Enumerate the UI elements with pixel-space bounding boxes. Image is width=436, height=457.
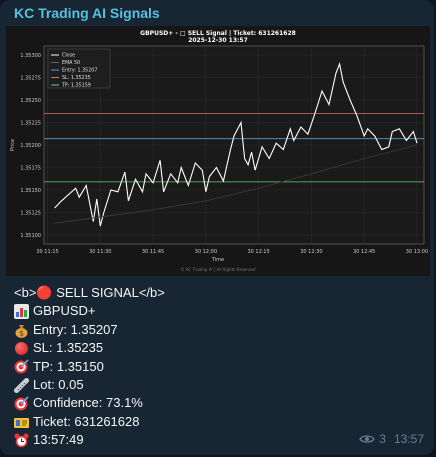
lot-text: Lot: 0.05	[33, 377, 84, 393]
time-line: 13:57:49	[14, 431, 165, 449]
x-tick-label: 30 11:30	[89, 249, 111, 255]
confidence-text: Confidence: 73.1%	[33, 395, 143, 411]
symbol-text: GBPUSD+	[33, 303, 96, 319]
close-price-line	[54, 62, 418, 227]
y-tick-label: 1.35225	[20, 121, 41, 127]
x-tick-label: 30 12:00	[195, 249, 217, 255]
chart-title: GBPUSD+ - □ SELL Signal | Ticket: 631261…	[140, 30, 296, 37]
y-tick-label: 1.35100	[20, 233, 41, 239]
chart-icon	[14, 304, 29, 320]
message-meta: 3 13:57	[359, 432, 424, 446]
legend-entry: Entry: 1.35207	[62, 68, 97, 74]
legend-entry: EMA 50	[62, 60, 80, 66]
sender-name[interactable]: KC Trading AI Signals	[14, 5, 160, 21]
sl-text: SL: 1.35235	[33, 340, 104, 356]
tp-line: TP: 1.35150	[14, 358, 165, 376]
message-time: 13:57	[393, 432, 424, 446]
y-tick-label: 1.35250	[20, 98, 41, 104]
views-counter: 3	[359, 432, 386, 446]
entry-line: $ Entry: 1.35207	[14, 321, 165, 339]
target-icon	[14, 359, 29, 374]
target-icon	[14, 396, 29, 411]
eye-icon	[359, 435, 376, 443]
views-count: 3	[379, 432, 386, 446]
y-tick-label: 1.35275	[20, 76, 41, 82]
y-tick-label: 1.35125	[20, 211, 41, 217]
y-tick-label: 1.35200	[20, 143, 41, 149]
ticket-line: Ticket: 631261628	[14, 413, 165, 431]
x-tick-label: 30 12:45	[353, 249, 375, 255]
x-tick-label: 30 13:00	[406, 249, 428, 255]
x-tick-label: 30 12:15	[247, 249, 269, 255]
tp-text: TP: 1.35150	[33, 358, 104, 374]
chart-watermark: © KC Trading AI | All Rights Reserved	[181, 267, 256, 272]
legend-entry: TP: 1.35159	[61, 83, 91, 89]
signal-line: <b>🔴 SELL SIGNAL</b>	[14, 284, 165, 302]
x-axis-label: Time	[211, 257, 224, 263]
legend-entry: Close	[62, 53, 75, 59]
confidence-line: Confidence: 73.1%	[14, 394, 165, 412]
chart-subtitle: 2025-12-30 13:57	[188, 37, 248, 44]
lot-line: Lot: 0.05	[13, 376, 165, 394]
ticket-text: Ticket: 631261628	[33, 413, 140, 429]
ruler-icon	[13, 376, 30, 394]
message-text: <b>🔴 SELL SIGNAL</b> GBPUSD+ $ Entry: 1.…	[13, 284, 165, 450]
time-text: 13:57:49	[33, 432, 84, 448]
y-tick-label: 1.35300	[20, 53, 41, 59]
svg-text:$: $	[19, 329, 24, 338]
y-axis-label: Price	[10, 139, 16, 151]
entry-text: Entry: 1.35207	[33, 321, 118, 337]
x-tick-label: 30 11:45	[142, 249, 164, 255]
sl-line: SL: 1.35235	[14, 339, 165, 357]
x-tick-label: 30 11:15	[36, 249, 58, 255]
chart-image[interactable]: 1.35100 1.35125 1.35150 1.35175 1.35200 1.352…	[6, 26, 430, 276]
price-chart: 1.35100 1.35125 1.35150 1.35175 1.35200 1.352…	[10, 30, 428, 272]
signal-text: <b>🔴 SELL SIGNAL</b>	[14, 285, 165, 300]
symbol-line: GBPUSD+	[14, 302, 165, 320]
money-bag-icon: $	[14, 323, 29, 338]
y-tick-label: 1.35150	[20, 188, 41, 194]
legend-entry: SL: 1.35235	[62, 75, 91, 81]
red-circle-icon	[15, 341, 28, 355]
ticket-icon	[14, 415, 29, 430]
alarm-clock-icon	[14, 433, 29, 448]
y-tick-label: 1.35175	[20, 166, 41, 172]
ema-line	[54, 144, 418, 224]
x-tick-label: 30 12:30	[300, 249, 322, 255]
